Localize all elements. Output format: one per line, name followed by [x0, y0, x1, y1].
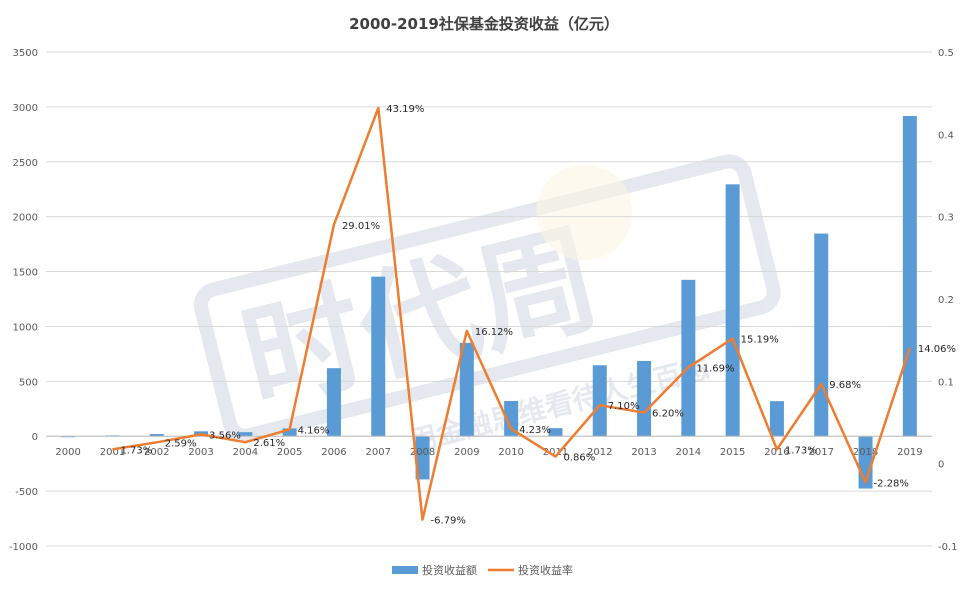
right-tick-label: 0.4: [938, 130, 954, 141]
x-tick-label: 2018: [853, 447, 878, 458]
bar: [681, 279, 696, 437]
legend-label-bar: 投资收益额: [422, 563, 477, 577]
left-tick-label: 2500: [13, 158, 38, 169]
x-tick-label: 2001: [100, 447, 125, 458]
left-tick-label: 3000: [13, 103, 38, 114]
x-tick-label: 2003: [188, 447, 213, 458]
data-label: 1.73%: [785, 445, 817, 456]
data-label: 4.16%: [298, 425, 330, 436]
bar: [504, 400, 519, 437]
bar: [725, 184, 740, 437]
left-tick-label: 500: [19, 377, 38, 388]
x-tick-label: 2015: [720, 447, 745, 458]
data-label: 6.20%: [652, 409, 684, 420]
x-axis: 2000 2001 2002 2003 2004 2005 2006 2007 2008 2009…: [46, 435, 932, 458]
right-tick-label: -0.1: [938, 542, 958, 553]
left-tick-label: 0: [32, 432, 38, 443]
x-tick-label: 2010: [498, 447, 523, 458]
data-label: -2.28%: [874, 478, 909, 489]
data-label: 0.86%: [563, 453, 595, 464]
bar: [326, 368, 341, 437]
bar: [415, 436, 430, 480]
right-tick-label: 0: [938, 460, 944, 471]
left-tick-label: 1500: [13, 268, 38, 279]
x-tick-label: 2013: [631, 447, 656, 458]
right-tick-label: 0.3: [938, 213, 954, 224]
x-tick-label: 2012: [587, 447, 612, 458]
bar: [371, 276, 386, 437]
legend-label-line: 投资收益率: [518, 563, 573, 577]
x-tick-label: 2006: [321, 447, 346, 458]
left-tick-label: 2000: [13, 213, 38, 224]
data-label: 11.69%: [696, 363, 734, 374]
series-line: [112, 106, 911, 521]
x-tick-label: 2019: [897, 447, 922, 458]
right-tick-label: 0.2: [938, 295, 954, 306]
bar: [637, 360, 652, 437]
left-tick-label: 1000: [13, 322, 38, 333]
bar: [282, 428, 297, 437]
bar: [592, 365, 607, 437]
data-label: 14.06%: [918, 344, 956, 355]
bar: [548, 428, 563, 437]
left-axis: -1000 -500 0 500 1000 1500 2000 2500 3000 3500: [9, 48, 38, 553]
data-label: 2.61%: [253, 438, 285, 449]
data-label: 43.19%: [386, 104, 424, 115]
left-tick-label: -1000: [9, 542, 38, 553]
data-label: 1.73%: [120, 445, 152, 456]
data-label: 4.23%: [519, 425, 551, 436]
x-tick-label: 2014: [676, 447, 701, 458]
x-tick-label: 2016: [764, 447, 789, 458]
bar: [459, 342, 474, 437]
left-tick-label: 3500: [13, 48, 38, 59]
legend-swatch-bar: [392, 566, 418, 574]
x-tick-label: 2005: [277, 447, 302, 458]
data-label: 16.12%: [475, 327, 513, 338]
bar: [769, 401, 784, 437]
line-data-labels: 1.73% 2.59% 3.56% 2.61% 4.16% 29.01% 43.19% -6.…: [120, 104, 956, 527]
x-tick-label: 2008: [410, 447, 435, 458]
x-tick-label: 2017: [809, 447, 834, 458]
data-label: 7.10%: [608, 401, 640, 412]
x-tick-label: 2002: [144, 447, 169, 458]
right-axis: -0.1 0 0.1 0.2 0.3 0.4 0.5: [938, 48, 958, 553]
bar: [238, 432, 253, 437]
data-label: 2.59%: [165, 438, 197, 449]
data-label: 9.68%: [829, 380, 861, 391]
bar: [149, 434, 164, 437]
x-tick-label: 2000: [55, 447, 80, 458]
x-tick-label: 2009: [454, 447, 479, 458]
right-tick-label: 0.1: [938, 377, 954, 388]
data-label: 29.01%: [342, 221, 380, 232]
x-tick-label: 2011: [543, 447, 568, 458]
x-tick-label: 2007: [366, 447, 391, 458]
data-label: 15.19%: [741, 335, 779, 346]
data-label: -6.79%: [431, 516, 466, 527]
left-tick-label: -500: [15, 487, 38, 498]
bar: [902, 115, 917, 437]
line-series: [112, 106, 911, 521]
x-tick-label: 2004: [233, 447, 258, 458]
bar: [814, 233, 829, 437]
legend: 投资收益额 投资收益率: [392, 563, 573, 577]
chart-title: 2000-2019社保基金投资收益（亿元）: [349, 15, 619, 33]
data-label: 3.56%: [209, 430, 241, 441]
right-tick-label: 0.5: [938, 48, 954, 59]
